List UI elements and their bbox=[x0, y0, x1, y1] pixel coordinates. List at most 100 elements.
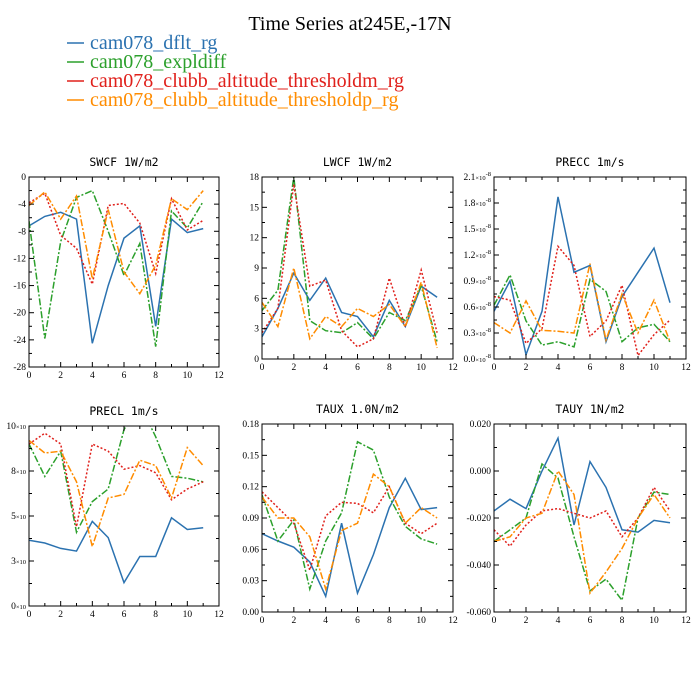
series-line bbox=[29, 426, 204, 535]
legend-label: cam078_clubb_altitude_thresholdm_rg bbox=[90, 70, 404, 92]
legend-label: cam078_clubb_altitude_thresholdp_rg bbox=[90, 89, 398, 111]
x-tick-label: 10 bbox=[649, 616, 659, 626]
x-tick-label: 2 bbox=[524, 363, 529, 373]
x-tick-label: 0 bbox=[260, 363, 265, 373]
y-tick-label: 0.09 bbox=[242, 514, 259, 524]
x-tick-label: 12 bbox=[681, 363, 691, 373]
panel-title: PRECL 1m/s bbox=[89, 404, 158, 418]
y-tick-label: -0.020 bbox=[466, 514, 491, 524]
chart-panel-3: PRECC 1m/s 0 2 4 6 8 10 12 0.0×10-8 0.3×10-8 0.6×1… bbox=[464, 155, 691, 373]
y-tick-label: 10×10 bbox=[6, 422, 26, 432]
y-tick-label: 0.020 bbox=[470, 420, 492, 430]
y-tick-label: 0.3×10-8 bbox=[464, 327, 491, 339]
chart-panel-2: LWCF 1W/m2 0 2 4 6 8 10 12 0 3 6 9 12 15 18 bbox=[250, 155, 459, 373]
y-tick-label: 18 bbox=[250, 173, 260, 183]
x-tick-label: 4 bbox=[90, 371, 95, 381]
series-line bbox=[29, 211, 204, 344]
x-tick-label: 12 bbox=[448, 616, 458, 626]
x-tick-label: 8 bbox=[387, 616, 392, 626]
x-tick-label: 2 bbox=[291, 363, 296, 373]
y-tick-label: 0.12 bbox=[242, 483, 259, 493]
x-tick-label: 12 bbox=[214, 371, 224, 381]
panel-title: PRECC 1m/s bbox=[555, 155, 624, 169]
y-tick-label: -0.060 bbox=[466, 608, 491, 618]
series-line bbox=[494, 196, 671, 358]
legend-label: cam078_expldiff bbox=[90, 51, 227, 73]
x-tick-label: 6 bbox=[122, 610, 127, 620]
panel-title: TAUX 1.0N/m2 bbox=[316, 402, 399, 416]
y-tick-label: 12 bbox=[250, 234, 260, 244]
series-line bbox=[29, 190, 204, 296]
x-tick-label: 2 bbox=[291, 616, 296, 626]
x-tick-label: 4 bbox=[323, 616, 328, 626]
series-line bbox=[29, 189, 204, 347]
series-line bbox=[494, 435, 671, 533]
y-tick-label: 0.000 bbox=[470, 467, 492, 477]
series-line bbox=[494, 485, 671, 548]
chart-panel-6: TAUY 1N/m2 0 2 4 6 8 10 12 -0.060 -0.040 -0.020 0.0… bbox=[466, 402, 691, 626]
y-tick-label: 0.00 bbox=[242, 608, 259, 618]
y-tick-label: 5×10 bbox=[11, 512, 26, 522]
y-tick-label: 3×10 bbox=[11, 557, 26, 567]
y-tick-label: -4 bbox=[18, 200, 26, 210]
x-tick-label: 12 bbox=[448, 363, 458, 373]
x-tick-label: 6 bbox=[355, 616, 360, 626]
y-tick-label: 0.15 bbox=[242, 451, 259, 461]
series-line bbox=[494, 263, 671, 343]
panel-title: LWCF 1W/m2 bbox=[323, 155, 392, 169]
x-tick-label: 12 bbox=[214, 610, 224, 620]
series-line bbox=[494, 469, 671, 596]
x-tick-label: 0 bbox=[27, 371, 32, 381]
y-tick-label: 0.9×10-8 bbox=[464, 275, 491, 287]
y-tick-label: 1.5×10-8 bbox=[464, 223, 491, 235]
y-tick-label: 1.2×10-8 bbox=[464, 249, 491, 261]
y-tick-label: 0 bbox=[21, 173, 26, 183]
x-tick-label: 6 bbox=[588, 363, 593, 373]
series-line bbox=[262, 177, 438, 343]
x-tick-label: 2 bbox=[58, 610, 63, 620]
y-tick-label: 0.0×10-8 bbox=[464, 353, 491, 365]
figure-title: Time Series at245E,-17N bbox=[248, 13, 451, 35]
y-tick-label: -16 bbox=[13, 282, 26, 292]
x-tick-label: 0 bbox=[27, 610, 32, 620]
y-tick-label: 0.06 bbox=[242, 545, 259, 555]
x-tick-label: 8 bbox=[620, 363, 625, 373]
x-tick-label: 0 bbox=[492, 363, 497, 373]
x-tick-label: 4 bbox=[556, 616, 561, 626]
legend-label: cam078_dflt_rg bbox=[90, 32, 217, 54]
x-tick-label: 2 bbox=[58, 371, 63, 381]
plot-frame bbox=[28, 425, 220, 607]
x-tick-label: 4 bbox=[556, 363, 561, 373]
panel-title: TAUY 1N/m2 bbox=[555, 402, 624, 416]
y-tick-label: 1.8×10-8 bbox=[464, 197, 491, 209]
x-tick-label: 4 bbox=[323, 363, 328, 373]
x-tick-label: 8 bbox=[387, 363, 392, 373]
legend: cam078_dflt_rgcam078_expldiffcam078_club… bbox=[67, 32, 404, 111]
x-tick-label: 6 bbox=[588, 616, 593, 626]
series-line bbox=[262, 183, 438, 348]
y-tick-label: 2.1×10-8 bbox=[464, 171, 491, 183]
panel-title: SWCF 1W/m2 bbox=[89, 155, 158, 169]
y-tick-label: -12 bbox=[13, 254, 26, 264]
y-tick-label: -0.040 bbox=[466, 561, 491, 571]
x-tick-label: 8 bbox=[153, 610, 158, 620]
series-line bbox=[494, 273, 671, 348]
y-tick-label: 0.03 bbox=[242, 577, 259, 587]
x-tick-label: 0 bbox=[260, 616, 265, 626]
y-tick-label: 6 bbox=[254, 294, 259, 304]
chart-panel-4: PRECL 1m/s 0 2 4 6 8 10 12 0×10 3×10 5×10 8×10 10×10 bbox=[6, 404, 224, 620]
y-tick-label: 3 bbox=[254, 325, 259, 335]
x-tick-label: 4 bbox=[90, 610, 95, 620]
chart-panel-1: SWCF 1W/m2 0 2 4 6 8 10 12 -28 -24 -20 -16 -12 -8 -4 0 bbox=[13, 155, 224, 381]
x-tick-label: 8 bbox=[153, 371, 158, 381]
series-line bbox=[262, 476, 438, 599]
x-tick-label: 10 bbox=[416, 616, 426, 626]
x-tick-label: 10 bbox=[183, 371, 193, 381]
y-tick-label: 0 bbox=[254, 355, 259, 365]
x-tick-label: 12 bbox=[681, 616, 691, 626]
chart-panel-5: TAUX 1.0N/m2 0 2 4 6 8 10 12 0.00 0.03 0.06 0.09 0.1… bbox=[242, 402, 458, 626]
series-line bbox=[29, 439, 204, 550]
x-tick-label: 10 bbox=[416, 363, 426, 373]
y-tick-label: -20 bbox=[13, 309, 26, 319]
